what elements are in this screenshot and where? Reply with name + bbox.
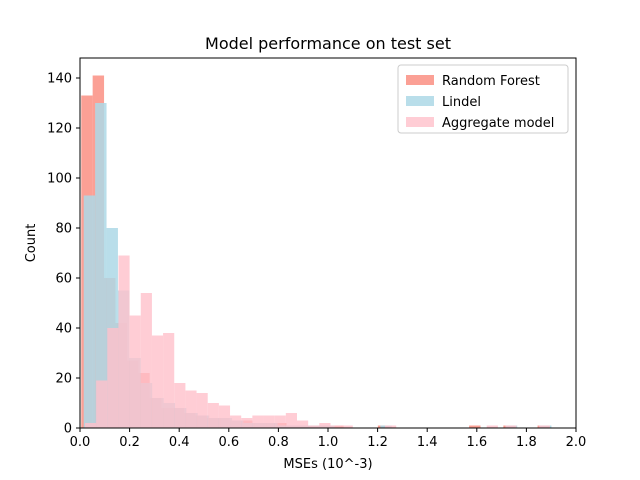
y-tick-label: 0 — [64, 422, 72, 437]
y-tick-label: 40 — [55, 322, 72, 337]
bar — [263, 415, 275, 428]
x-tick-label: 0.2 — [119, 435, 140, 450]
bar — [274, 415, 286, 428]
bar — [308, 425, 320, 428]
legend-label: Aggregate model — [442, 116, 554, 131]
bar — [129, 315, 141, 428]
x-tick-label: 0.4 — [169, 435, 190, 450]
bar — [319, 423, 331, 428]
bar — [95, 103, 107, 428]
bar — [84, 423, 97, 428]
x-tick-label: 1.6 — [466, 435, 487, 450]
y-tick-label: 100 — [47, 172, 72, 187]
x-tick-label: 1.8 — [516, 435, 537, 450]
bar — [385, 425, 397, 428]
bars-layer — [81, 75, 552, 428]
x-tick-label: 1.4 — [417, 435, 438, 450]
bar — [83, 195, 96, 428]
bar — [151, 335, 164, 428]
legend-box — [397, 64, 569, 134]
y-tick-label: 60 — [55, 272, 72, 287]
bar — [297, 420, 309, 428]
bar — [330, 425, 342, 428]
y-tick-label: 120 — [47, 122, 72, 137]
x-axis: 0.0 0.2 0.4 0.6 0.8 1.0 1.2 1.4 1.6 1.8 2.0 — [70, 428, 587, 450]
bar — [505, 425, 517, 428]
bar — [174, 383, 186, 428]
legend-swatch — [406, 96, 434, 106]
legend-label: Random Forest — [442, 74, 540, 89]
y-axis-label: Count — [24, 224, 39, 263]
x-axis-label: MSEs (10^-3) — [283, 457, 372, 472]
bar — [96, 380, 108, 428]
bar — [118, 255, 130, 428]
legend-swatch — [406, 75, 434, 85]
x-tick-label: 2.0 — [566, 435, 587, 450]
y-tick-label: 20 — [55, 372, 72, 387]
x-tick-label: 1.0 — [318, 435, 339, 450]
bar — [469, 425, 481, 428]
legend: Random Forest Lindel Aggregate model — [397, 64, 569, 134]
bar — [140, 293, 152, 428]
legend-swatch — [406, 117, 434, 127]
x-tick-label: 0.6 — [218, 435, 239, 450]
bar — [218, 405, 231, 428]
bar — [241, 418, 253, 428]
series-2 — [84, 255, 550, 428]
bar — [163, 333, 175, 428]
bar — [207, 403, 219, 428]
y-tick-label: 80 — [55, 222, 72, 237]
x-tick-label: 1.2 — [367, 435, 388, 450]
bar — [538, 425, 550, 428]
bar — [285, 413, 297, 428]
legend-label: Lindel — [442, 95, 481, 110]
x-tick-label: 0.8 — [268, 435, 289, 450]
bar — [107, 328, 119, 428]
bar — [196, 393, 208, 428]
bar — [486, 425, 498, 428]
y-tick-label: 140 — [47, 72, 72, 87]
y-axis: 0 20 40 60 80 100 120 140 — [47, 72, 80, 437]
bar — [230, 415, 242, 428]
chart-title: Model performance on test set — [205, 34, 451, 53]
bar — [341, 425, 353, 428]
bar — [252, 415, 264, 428]
bar — [185, 390, 197, 428]
x-tick-label: 0.0 — [70, 435, 91, 450]
